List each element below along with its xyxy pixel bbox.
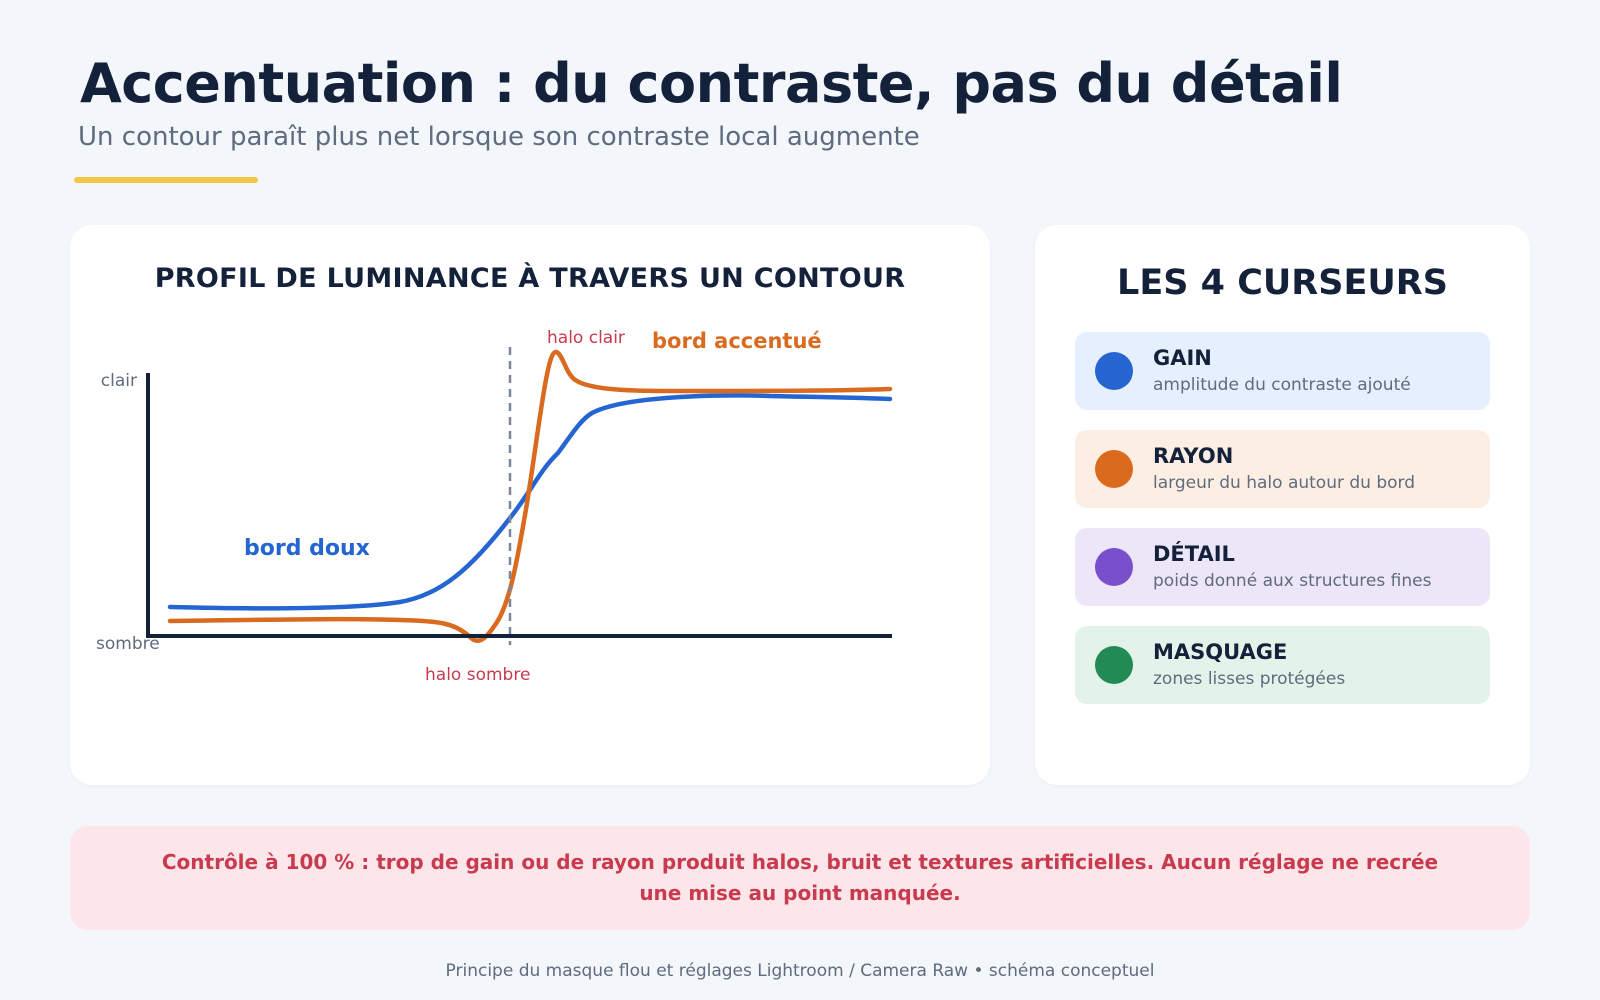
- detail-dot-icon: [1095, 548, 1133, 586]
- sliders-title: LES 4 CURSEURS: [1117, 263, 1448, 303]
- warning-text: Contrôle à 100 % : trop de gain ou de ra…: [161, 850, 1439, 905]
- chart-title: PROFIL DE LUMINANCE À TRAVERS UN CONTOUR: [154, 263, 906, 294]
- warning-banner: Contrôle à 100 % : trop de gain ou de ra…: [70, 826, 1530, 930]
- label-halo-dark: halo sombre: [425, 665, 530, 685]
- label-soft-edge: bord doux: [244, 536, 370, 561]
- page-title: Accentuation : du contraste, pas du déta…: [80, 52, 1343, 115]
- slider-desc: largeur du halo autour du bord: [1153, 473, 1416, 493]
- luminance-chart: clair sombre bord doux bord accentué hal…: [96, 328, 893, 685]
- slider-name: MASQUAGE: [1153, 640, 1288, 664]
- slider-item-masquage: MASQUAGE zones lisses protégées: [1075, 626, 1490, 704]
- slider-name: DÉTAIL: [1153, 542, 1235, 566]
- slider-item-gain: GAIN amplitude du contraste ajouté: [1075, 332, 1490, 410]
- label-halo-light: halo clair: [547, 328, 625, 348]
- title-accent-bar: [74, 177, 258, 183]
- slider-name: RAYON: [1153, 444, 1234, 468]
- axis-label-bottom: sombre: [96, 634, 160, 654]
- slider-item-detail: DÉTAIL poids donné aux structures fines: [1075, 528, 1490, 606]
- soft-edge-curve: [167, 393, 893, 611]
- sharp-edge-curve: [167, 349, 893, 643]
- page-subtitle: Un contour paraît plus net lorsque son c…: [78, 122, 920, 152]
- axis-label-top: clair: [101, 371, 137, 391]
- slider-item-rayon: RAYON largeur du halo autour du bord: [1075, 430, 1490, 508]
- footer-note: Principe du masque flou et réglages Ligh…: [445, 961, 1155, 981]
- rayon-dot-icon: [1095, 450, 1133, 488]
- slider-desc: poids donné aux structures fines: [1153, 571, 1432, 591]
- sliders-card: LES 4 CURSEURS GAIN amplitude du contras…: [1035, 225, 1530, 785]
- slider-name: GAIN: [1153, 346, 1212, 370]
- masquage-dot-icon: [1095, 646, 1133, 684]
- chart-card: PROFIL DE LUMINANCE À TRAVERS UN CONTOUR…: [70, 225, 990, 785]
- slider-desc: amplitude du contraste ajouté: [1153, 375, 1411, 395]
- gain-dot-icon: [1095, 352, 1133, 390]
- label-sharp-edge: bord accentué: [652, 329, 822, 353]
- slider-desc: zones lisses protégées: [1153, 669, 1346, 689]
